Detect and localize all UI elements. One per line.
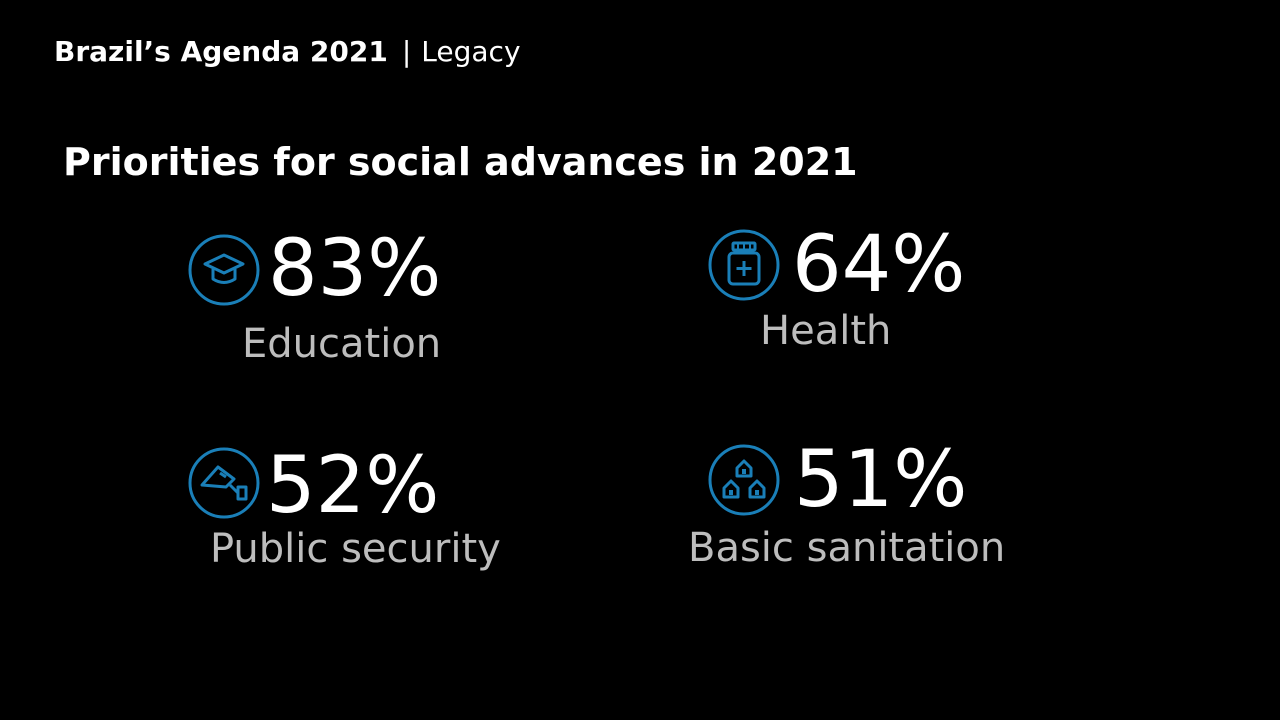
medicine-jar-icon [708,229,780,301]
stat-value: 83% [268,224,442,314]
stat-label: Health [760,308,892,354]
stat-label: Basic sanitation [688,525,1006,571]
security-camera-icon [188,447,260,519]
stat-value: 64% [792,220,966,310]
stat-value: 52% [266,441,440,531]
header-title: Brazil’s Agenda 2021 [54,35,388,68]
stat-label: Education [242,321,442,367]
stat-label: Public security [210,526,501,572]
houses-icon [708,444,780,516]
page-title: Priorities for social advances in 2021 [63,140,858,184]
graduation-cap-icon [188,234,260,306]
stat-value: 51% [794,435,968,525]
header-separator: | [401,35,412,68]
slide-header: Brazil’s Agenda 2021 | Legacy [54,32,521,72]
header-subtitle: Legacy [421,35,521,68]
